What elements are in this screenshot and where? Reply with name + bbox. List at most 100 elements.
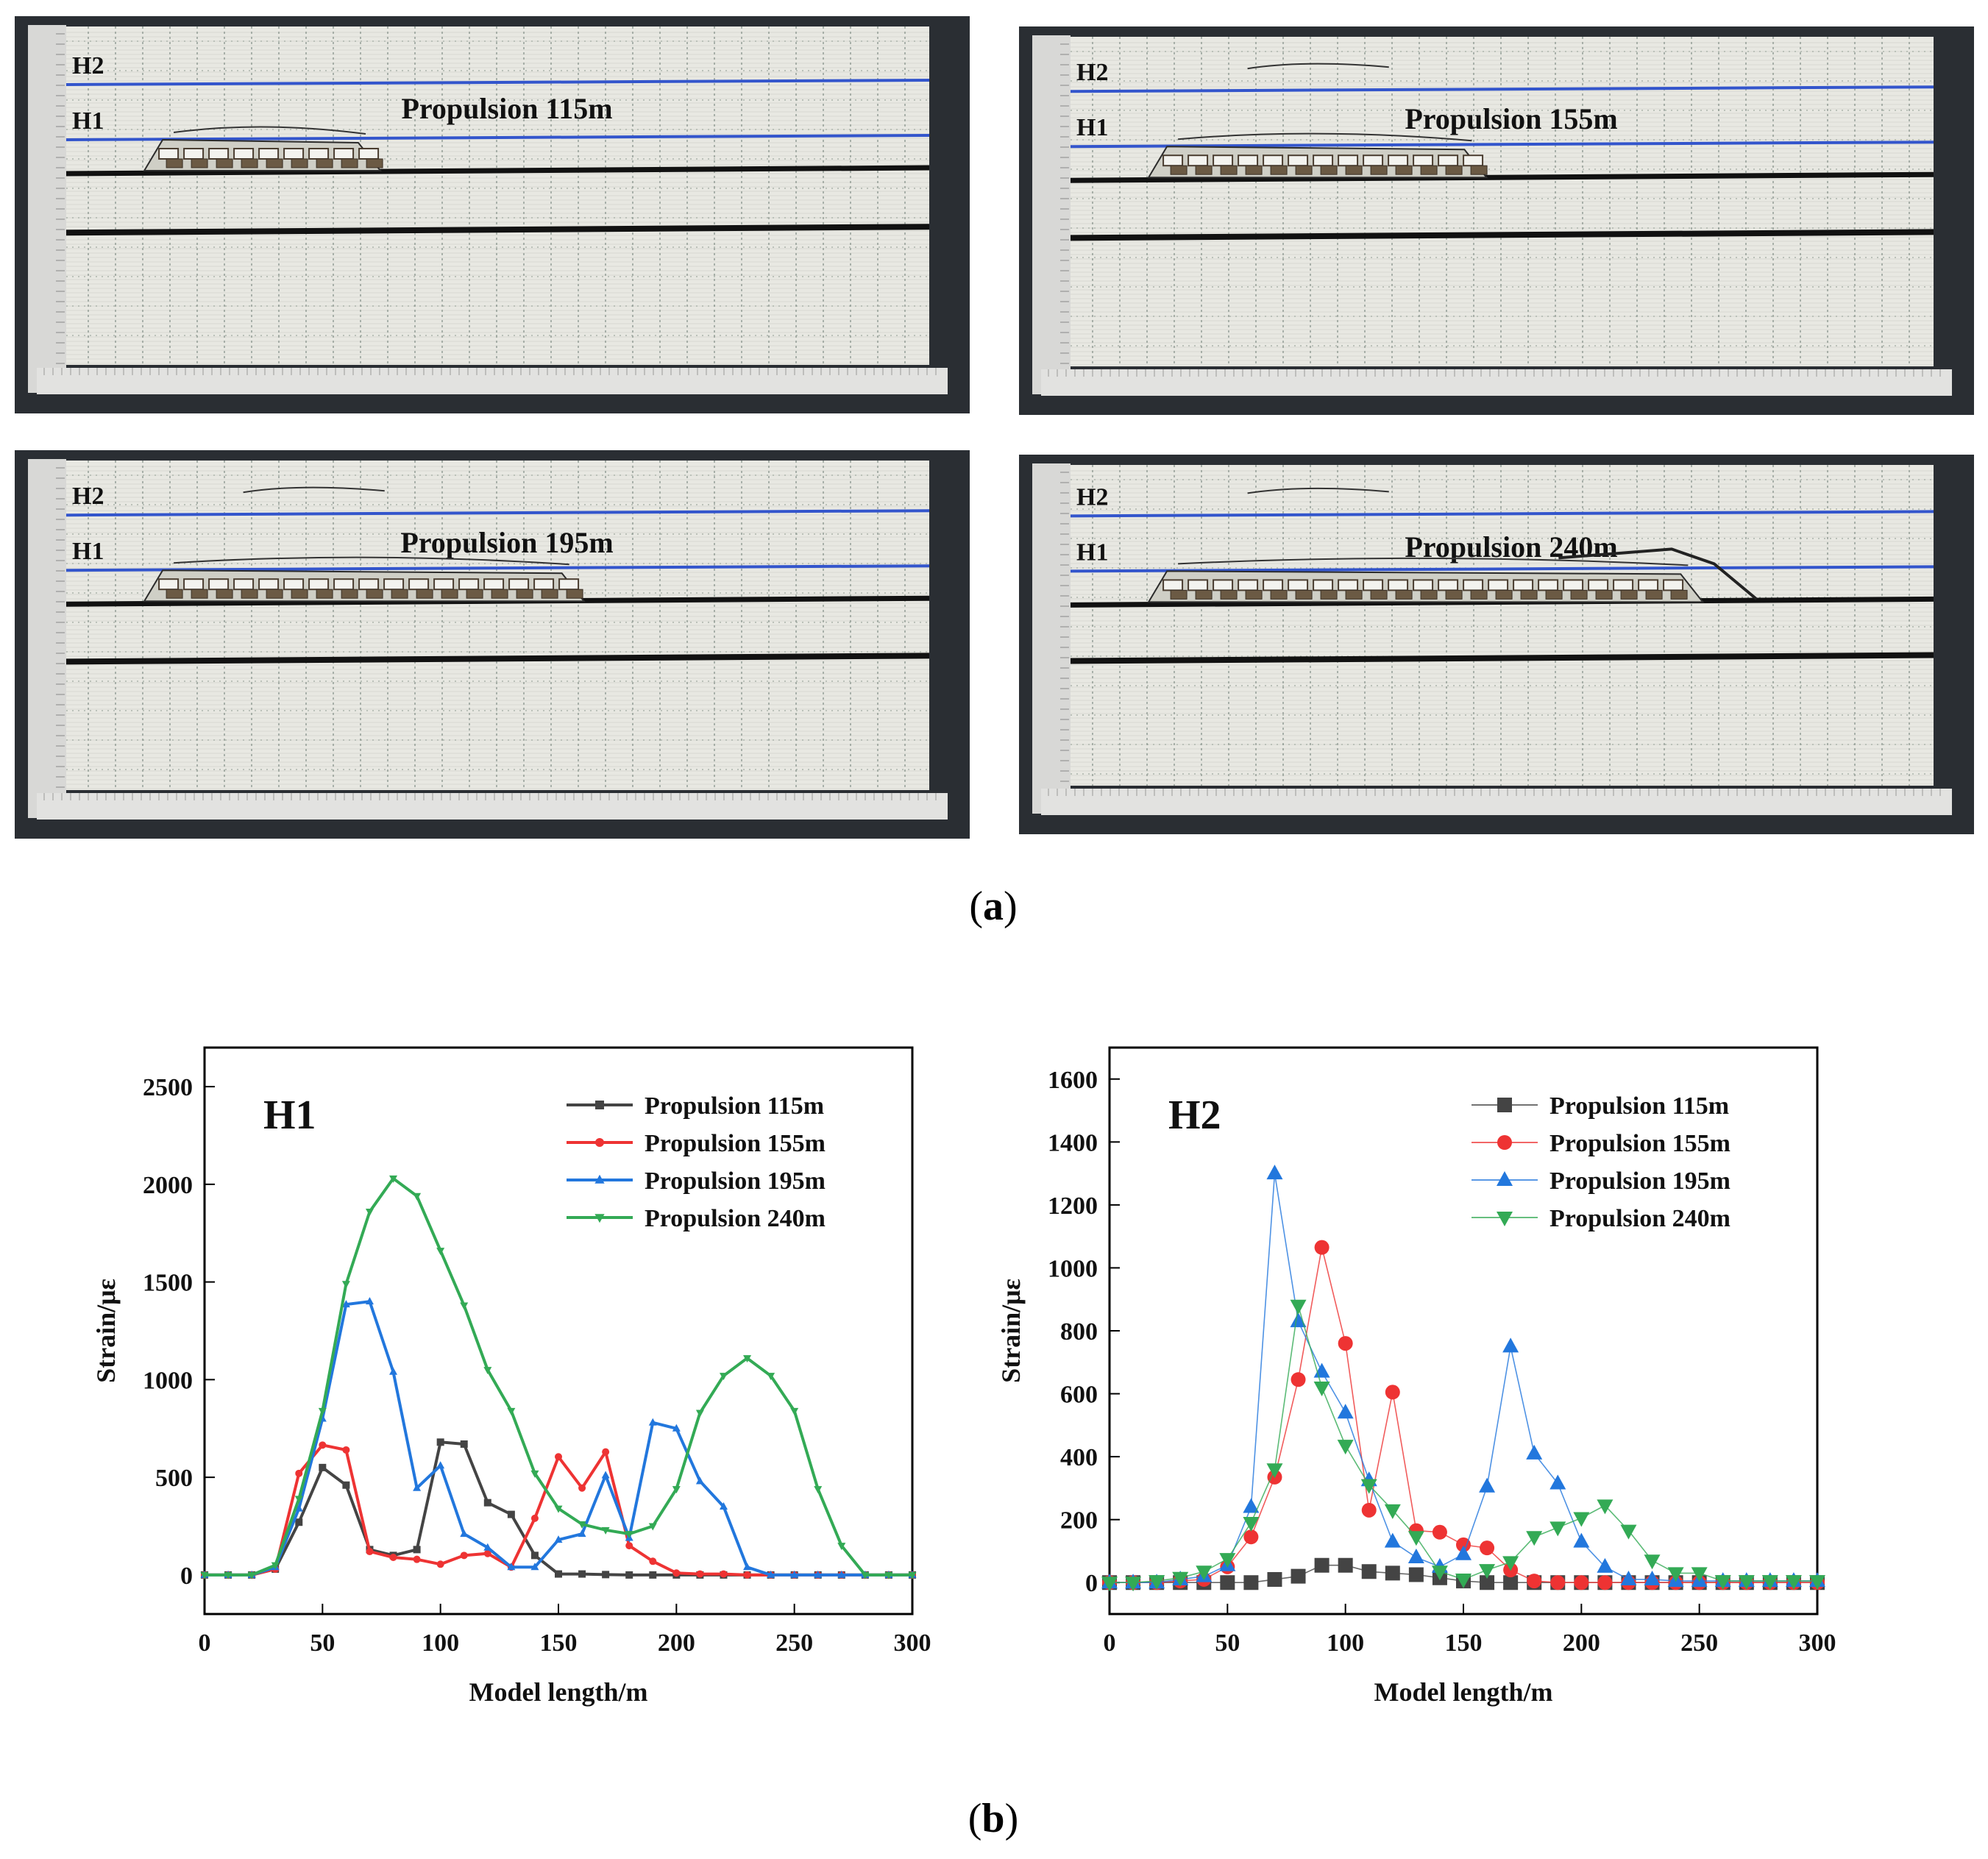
y-tick-label: 1500 (143, 1270, 193, 1297)
rock-block (383, 578, 405, 591)
chart-h2-svg: 0 50 100 150 200 250 300 0 200 400 600 800 1000 1200 1… (996, 1046, 1836, 1707)
rock-block (408, 578, 430, 591)
data-point (814, 1486, 823, 1494)
data-point (483, 1549, 491, 1557)
y-tick-label: 2500 (143, 1074, 193, 1101)
data-point (595, 1101, 604, 1109)
data-point (743, 1563, 752, 1571)
rock-block (441, 589, 458, 599)
data-point (1526, 1531, 1543, 1546)
rock-block (1488, 579, 1509, 591)
rock-block (183, 148, 205, 160)
data-point (1290, 1299, 1307, 1315)
photo-title: Propulsion 155m (1405, 102, 1617, 135)
rock-block (1388, 154, 1409, 167)
photo-panel: Propulsion 195m H2 H1 (15, 450, 970, 839)
data-point (1220, 1575, 1235, 1590)
rock-block (1270, 165, 1288, 175)
rock-block (341, 589, 358, 599)
rock-block (391, 589, 408, 599)
plot-area (203, 1046, 914, 1615)
data-point (594, 1214, 605, 1223)
rock-block (308, 578, 330, 591)
fracture-line (1247, 487, 1389, 494)
data-point (1291, 1568, 1306, 1584)
data-point (837, 1543, 846, 1551)
rock-block (341, 158, 358, 168)
data-point (1408, 1567, 1424, 1582)
data-point (648, 1418, 657, 1426)
rock-block (566, 589, 583, 599)
legend-label: Propulsion 115m (645, 1092, 824, 1120)
rock-block (416, 589, 433, 599)
data-point (837, 1570, 846, 1578)
rock-block (1663, 579, 1684, 591)
coal-seam (65, 165, 930, 177)
data-point (672, 1569, 681, 1577)
data-point (1497, 1212, 1513, 1226)
data-point (1644, 1554, 1661, 1570)
data-point (224, 1571, 232, 1579)
rock-block (1195, 165, 1213, 175)
rock-block (333, 148, 355, 160)
label-letter: b (981, 1796, 1005, 1841)
data-point (555, 1453, 562, 1461)
h1-line (1070, 141, 1934, 149)
rock-block (366, 589, 383, 599)
data-point (625, 1542, 633, 1550)
rock-block (358, 578, 380, 591)
rock-block (516, 589, 533, 599)
y-tick-label: 1000 (143, 1367, 193, 1394)
x-tick-label: 200 (658, 1629, 695, 1657)
fracture-line (174, 556, 569, 566)
data-point (1785, 1575, 1802, 1590)
floor-line (1070, 229, 1934, 241)
data-point (1101, 1577, 1118, 1592)
rock-block (1288, 579, 1309, 591)
data-point (530, 1470, 539, 1478)
y-tick-label: 0 (1085, 1570, 1098, 1597)
y-tick-label: 400 (1060, 1444, 1098, 1471)
data-point (1455, 1573, 1472, 1588)
h1-label: H1 (72, 107, 104, 135)
data-point (594, 1174, 605, 1184)
data-point (271, 1562, 280, 1570)
chart-h2: 0 50 100 150 200 250 300 0 200 400 600 800 1000 1200 1… (996, 1037, 1847, 1721)
data-point (695, 1476, 704, 1485)
data-point (601, 1526, 610, 1535)
data-point (389, 1554, 397, 1561)
data-point (1620, 1570, 1637, 1585)
rock-block (166, 158, 183, 168)
data-point (1407, 1531, 1424, 1546)
data-point (1384, 1504, 1401, 1519)
floor-line (65, 653, 930, 665)
data-point (1574, 1575, 1589, 1590)
rock-block (308, 148, 330, 160)
rock-block (1338, 154, 1359, 167)
rock-block (1520, 589, 1538, 600)
chart-h1-svg: 0 50 100 150 200 250 300 0 500 1000 1500 2000 2500 Mo… (91, 1046, 931, 1707)
legend-label: Propulsion 115m (1549, 1092, 1729, 1120)
rock-block (1263, 154, 1284, 167)
data-point (601, 1471, 610, 1479)
rock-block (241, 158, 258, 168)
rock-block (458, 578, 480, 591)
rock-block (1370, 589, 1388, 600)
rock-block (1295, 165, 1313, 175)
data-point (1644, 1570, 1661, 1585)
rock-block (1238, 154, 1259, 167)
bottom-ruler (37, 368, 948, 394)
data-point (366, 1548, 374, 1556)
rock-block (1188, 579, 1209, 591)
rock-block (1363, 154, 1384, 167)
rock-block (433, 578, 455, 591)
x-tick-label: 100 (1327, 1629, 1364, 1657)
rock-block (1413, 579, 1434, 591)
data-point (1291, 1372, 1306, 1387)
data-point (908, 1571, 917, 1579)
rock-block (1213, 579, 1234, 591)
data-point (1337, 1404, 1354, 1419)
data-point (625, 1531, 633, 1539)
rock-block (316, 158, 333, 168)
h2-line (65, 79, 930, 86)
